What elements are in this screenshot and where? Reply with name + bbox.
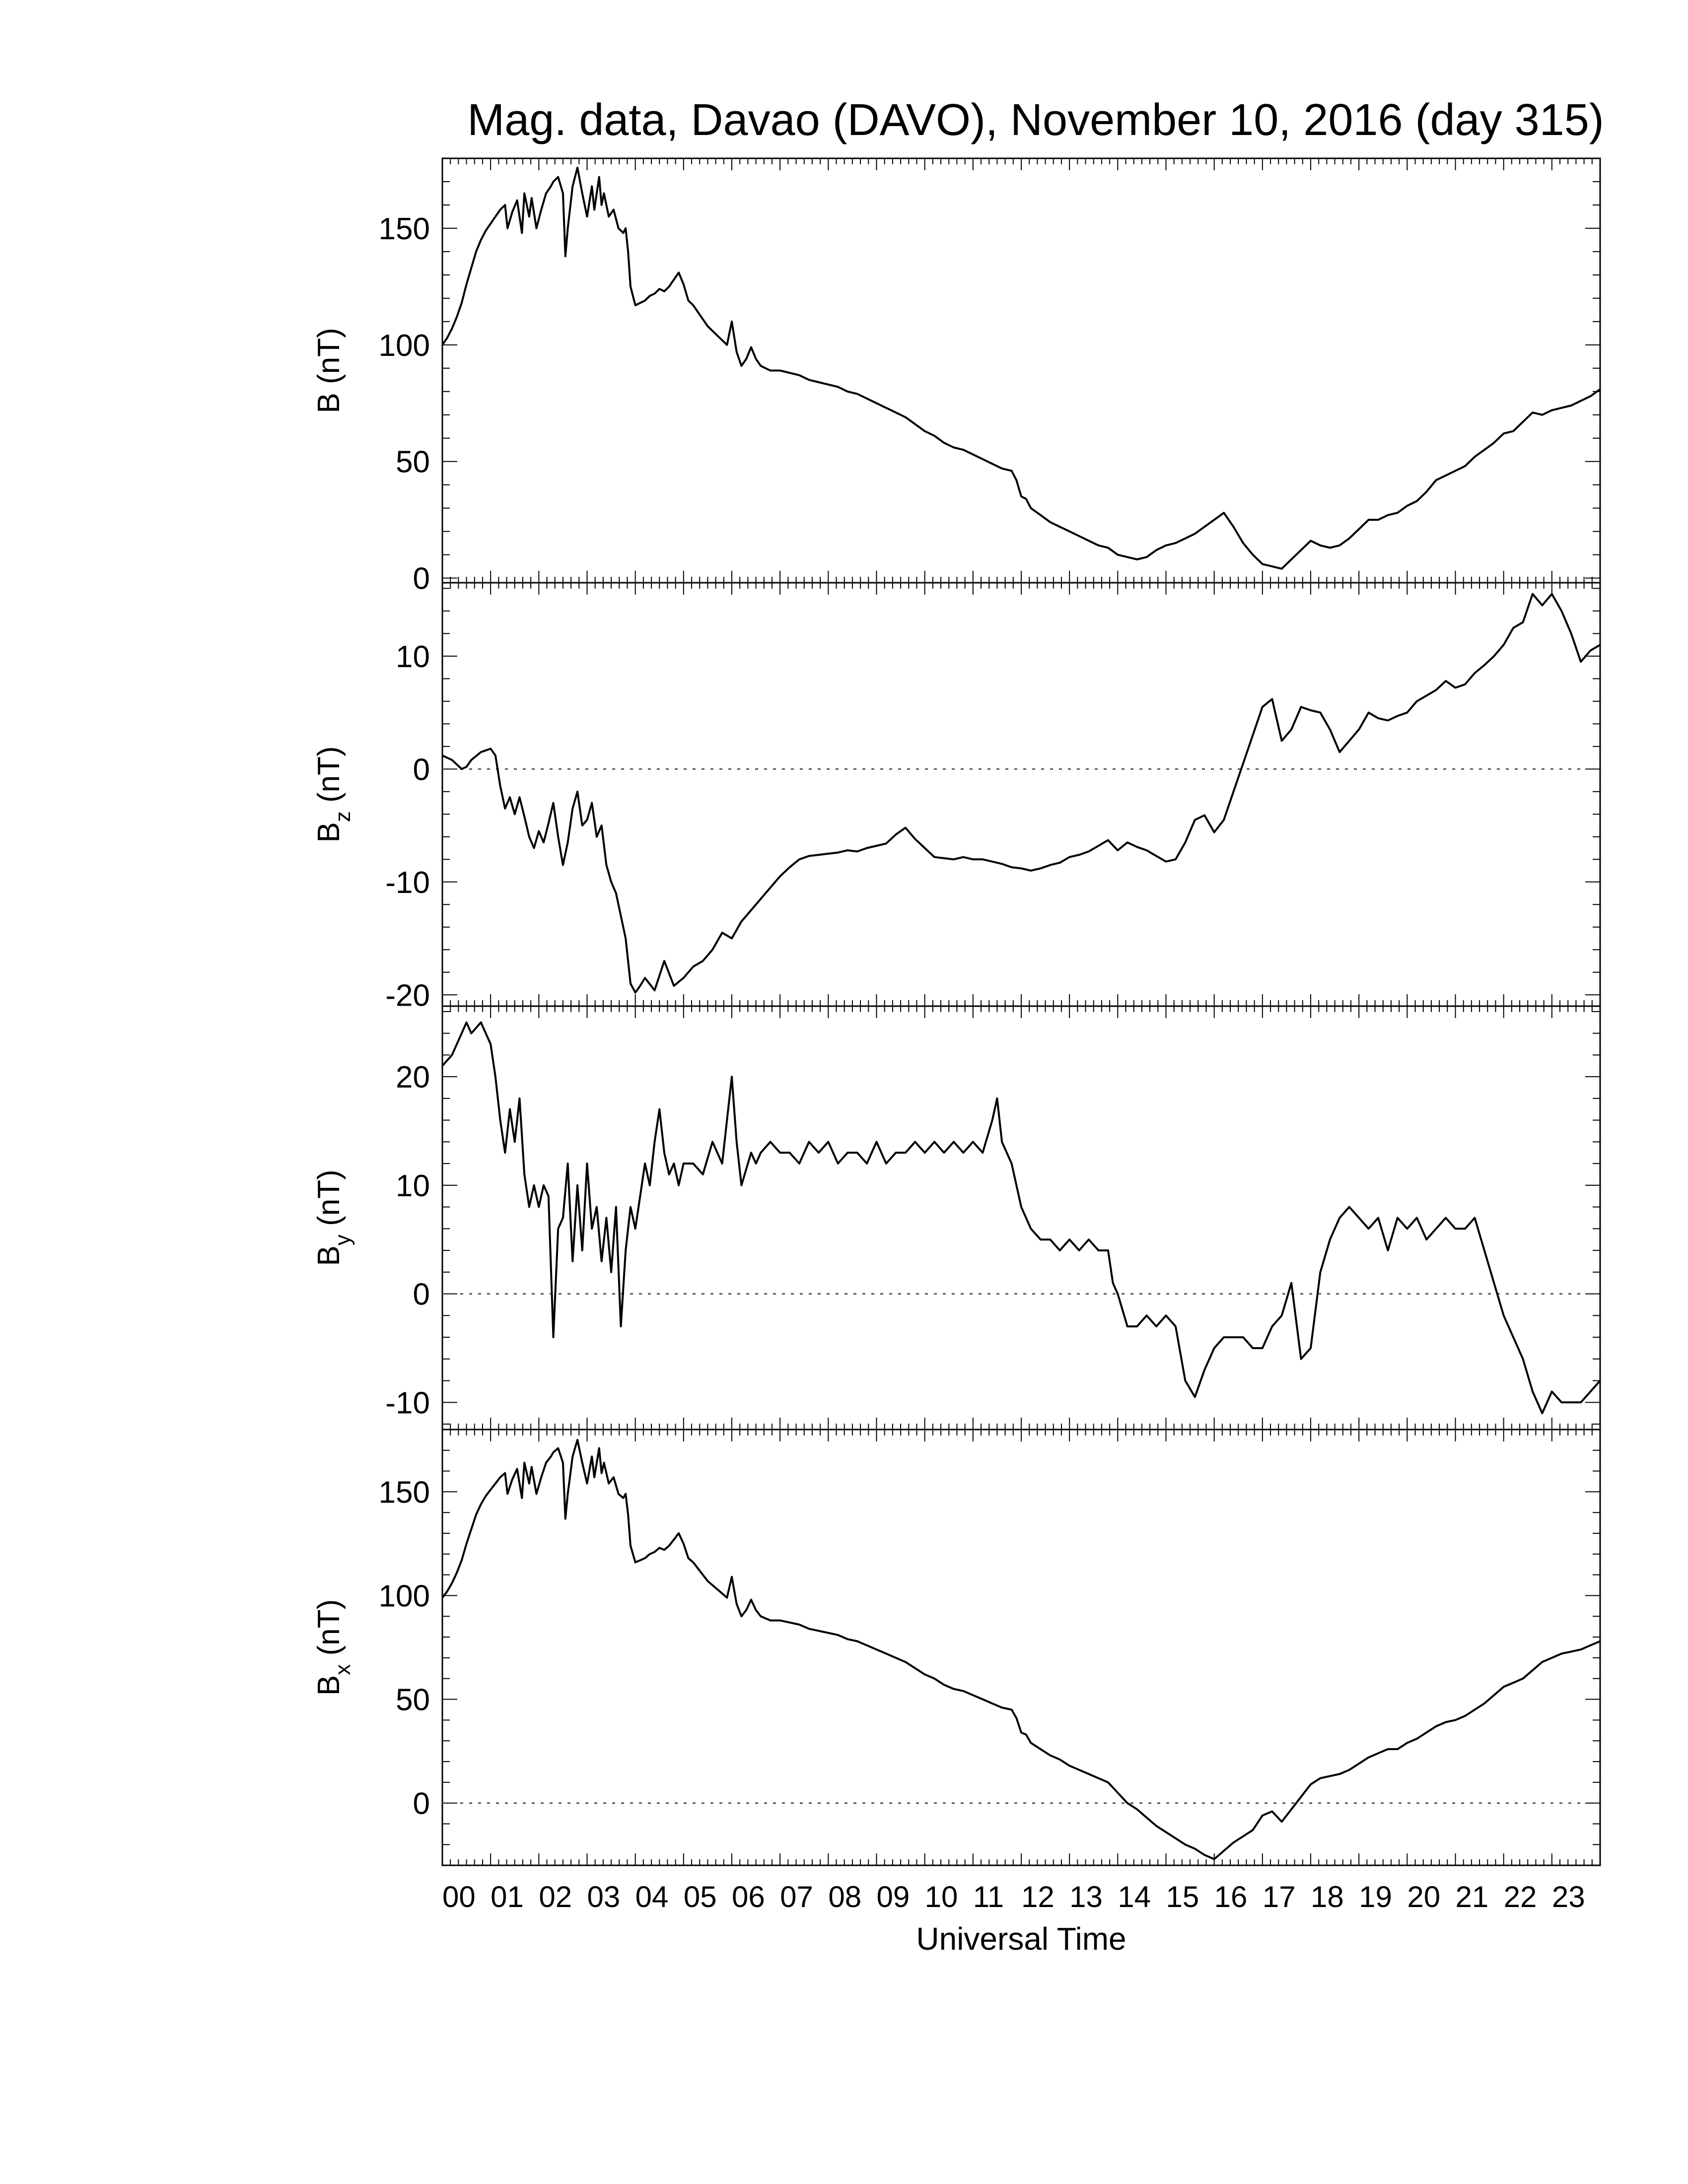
y-tick-label: 10 xyxy=(396,640,430,674)
y-tick-label: 10 xyxy=(396,1169,430,1203)
x-tick-label: 06 xyxy=(732,1880,765,1913)
x-tick-label: 17 xyxy=(1263,1880,1296,1913)
y-tick-label: 0 xyxy=(413,752,430,787)
y-tick-label: 50 xyxy=(396,445,430,479)
x-tick-label: 18 xyxy=(1311,1880,1344,1913)
x-tick-label: 15 xyxy=(1166,1880,1199,1913)
x-tick-label: 01 xyxy=(491,1880,524,1913)
x-tick-label: 22 xyxy=(1504,1880,1537,1913)
series-line-B xyxy=(441,166,1601,570)
y-tick-label: 0 xyxy=(413,1787,430,1821)
panels: 0 50 100 150 B (nT) -20 -10 0 10 Bz (nT) -10 0 10 20 B… xyxy=(312,157,1601,1866)
panel-Bz: -20 -10 0 10 Bz (nT) xyxy=(312,582,1601,1013)
y-tick-label: 0 xyxy=(413,562,430,596)
y-tick-label: -10 xyxy=(385,1386,430,1420)
y-tick-label: 100 xyxy=(379,329,430,363)
x-tick-label: 09 xyxy=(877,1880,910,1913)
x-tick-label: 23 xyxy=(1552,1880,1585,1913)
x-tick-label: 16 xyxy=(1214,1880,1248,1913)
x-tick-label: 13 xyxy=(1069,1880,1103,1913)
chart-title: Mag. data, Davao (DAVO), November 10, 20… xyxy=(467,95,1604,145)
y-tick-label: 0 xyxy=(413,1278,430,1312)
y-axis-label: By (nT) xyxy=(312,1169,355,1266)
series-line-Bx xyxy=(441,1438,1601,1860)
x-tick-label: 00 xyxy=(442,1880,476,1913)
x-axis-label: Universal Time xyxy=(916,1921,1126,1957)
x-tick-label: 03 xyxy=(587,1880,621,1913)
y-axis-label: B (nT) xyxy=(312,328,346,413)
y-tick-label: 100 xyxy=(379,1579,430,1613)
x-tick-label: 19 xyxy=(1359,1880,1392,1913)
panel-frame xyxy=(441,1429,1601,1866)
y-tick-label: 150 xyxy=(379,212,430,246)
x-tick-label: 08 xyxy=(828,1880,861,1913)
x-tick-label: 14 xyxy=(1118,1880,1151,1913)
y-tick-label: 20 xyxy=(396,1060,430,1094)
x-tick-label: 05 xyxy=(684,1880,717,1913)
panel-By: -10 0 10 20 By (nT) xyxy=(312,1005,1601,1431)
x-tick-label: 07 xyxy=(780,1880,813,1913)
y-tick-label: 150 xyxy=(379,1475,430,1509)
x-tick-label: 20 xyxy=(1407,1880,1440,1913)
panel-frame xyxy=(441,582,1601,1007)
series-line-Bz xyxy=(442,593,1601,994)
y-axis-label: Bx (nT) xyxy=(312,1599,355,1696)
x-tick-label: 10 xyxy=(925,1880,958,1913)
x-tick-label: 04 xyxy=(635,1880,669,1913)
x-tick-label: 21 xyxy=(1456,1880,1489,1913)
y-tick-label: -20 xyxy=(385,978,430,1013)
x-axis: 00 01 02 03 04 05 06 07 08 09 10 11 12 13 14 15 16 17 18 19… xyxy=(442,1880,1585,1913)
x-tick-label: 02 xyxy=(539,1880,572,1913)
panel-B: 0 50 100 150 B (nT) xyxy=(312,157,1601,596)
y-axis-label: Bz (nT) xyxy=(312,746,355,842)
x-tick-label: 11 xyxy=(973,1880,1004,1913)
panel-Bx: 0 50 100 150 Bx (nT) xyxy=(312,1429,1601,1866)
x-tick-label: 12 xyxy=(1021,1880,1055,1913)
y-tick-label: -10 xyxy=(385,866,430,900)
series-line-By xyxy=(441,1021,1601,1415)
y-tick-label: 50 xyxy=(396,1683,430,1717)
